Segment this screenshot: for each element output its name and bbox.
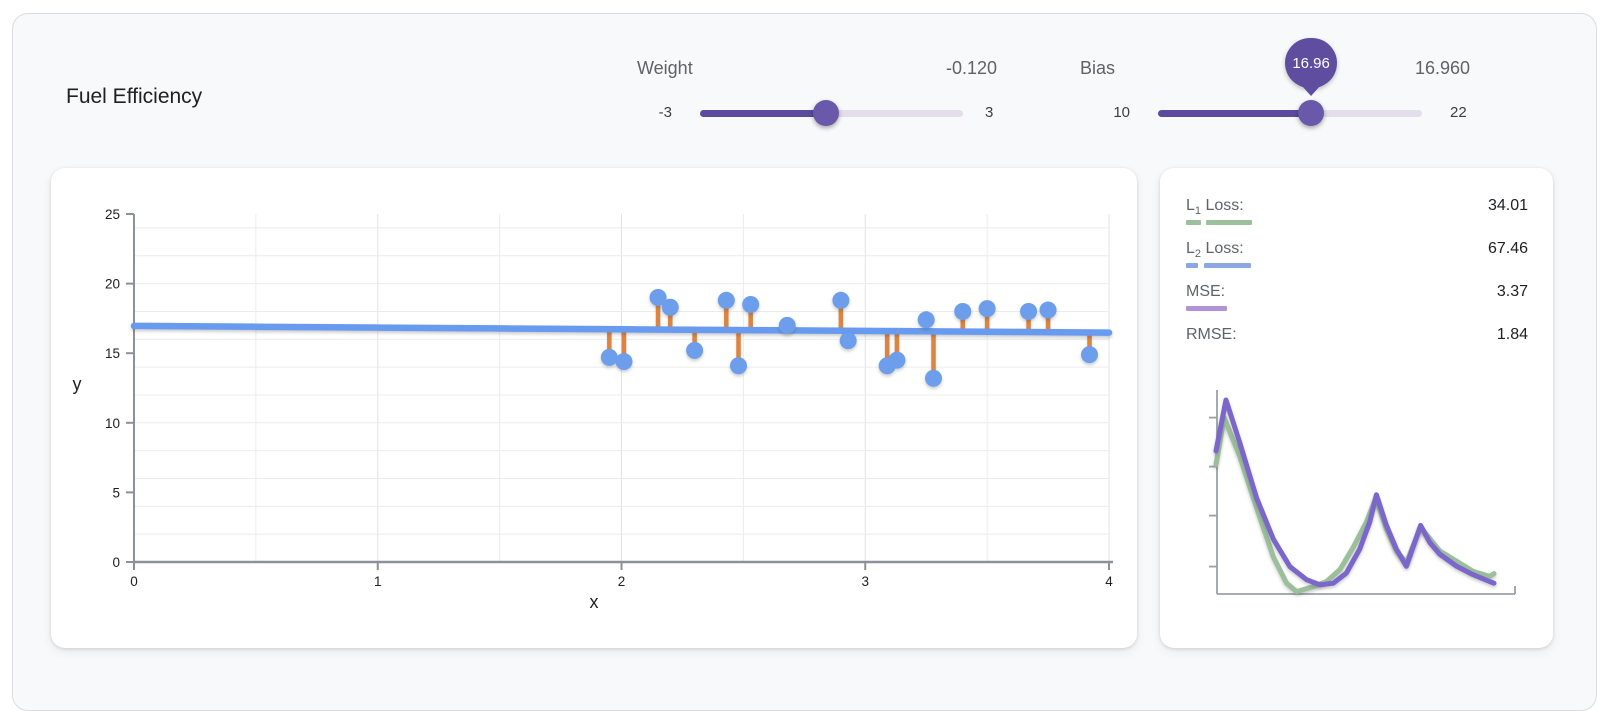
loss-row-rmse: RMSE: 1.84 [1186,325,1528,355]
loss-label-l2: L2 Loss: [1186,239,1251,268]
loss-curve [1213,415,1497,595]
weight-slider-fill [700,110,827,117]
loss-chart-axes [1209,390,1516,595]
loss-label-l1: L1 Loss: [1186,196,1252,225]
svg-text:20: 20 [105,277,120,292]
loss-value-l1: 34.01 [1487,197,1528,214]
page-title: Fuel Efficiency [66,85,203,108]
gridlines [134,214,1110,562]
loss-value-l2: 67.46 [1487,240,1528,257]
weight-slider-label: Weight [637,58,693,78]
svg-text:10: 10 [105,416,120,431]
svg-text:2: 2 [618,574,626,589]
weight-min-label: -3 [658,104,672,121]
loss-history-chart [1209,390,1516,595]
loss-legend-underline [1186,306,1227,311]
loss-curve [1213,397,1497,588]
loss-row-mse: MSE: 3.37 [1186,282,1528,312]
loss-panel-card: L1 Loss: 34.01 L2 Loss: 67.46 MSE: 3.37 … [1160,168,1553,648]
loss-label-rmse: RMSE: [1186,326,1237,343]
bias-min-label: 10 [1113,104,1130,121]
loss-value-rmse: 1.84 [1496,326,1528,343]
loss-row-l2: L2 Loss: 67.46 [1186,239,1528,269]
svg-text:15: 15 [105,346,120,361]
loss-legend-underline [1186,220,1201,225]
loss-label-mse: MSE: [1186,282,1227,311]
loss-legend-underline [1186,263,1198,268]
svg-text:3: 3 [861,574,869,589]
weight-max-label: 3 [985,104,994,121]
bias-slider[interactable]: 16.96 [1158,38,1422,126]
weight-slider[interactable] [700,100,963,126]
data-points [600,289,1098,387]
bias-value: 16.960 [1414,58,1470,78]
scatter-chart-card: 0 5 10 15 20 25 0 1 2 3 4 x y [51,168,1137,648]
loss-value-mse: 3.37 [1496,283,1528,300]
bias-slider-fill [1158,110,1312,117]
loss-legend-underline [1204,263,1251,268]
svg-text:25: 25 [105,207,120,222]
weight-value: -0.120 [945,58,997,78]
svg-text:1: 1 [374,574,382,589]
svg-text:y: y [73,374,82,394]
svg-text:x: x [590,592,599,612]
svg-text:4: 4 [1105,574,1113,589]
bias-slider-label: Bias [1080,58,1116,78]
axes: 0 5 10 15 20 25 0 1 2 3 4 x y [73,207,1114,612]
bias-slider-thumb[interactable] [1298,100,1325,126]
svg-text:0: 0 [130,574,138,589]
loss-legend-underline [1206,220,1252,225]
regression-line [130,322,1113,336]
bias-max-label: 22 [1450,104,1467,121]
weight-slider-thumb[interactable] [813,100,840,126]
bias-value-tooltip: 16.96 [1285,38,1338,88]
scatter-plot: 0 5 10 15 20 25 0 1 2 3 4 x y [73,207,1114,612]
svg-text:0: 0 [112,555,120,570]
loss-row-l1: L1 Loss: 34.01 [1186,196,1528,226]
svg-text:5: 5 [112,485,120,500]
